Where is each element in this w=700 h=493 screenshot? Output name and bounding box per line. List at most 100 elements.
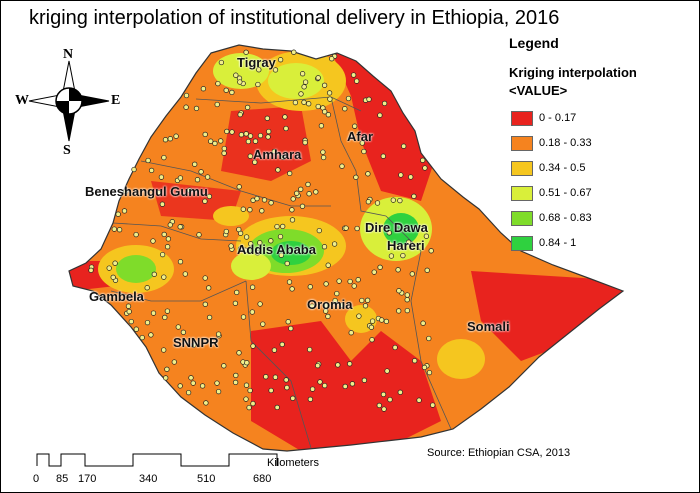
survey-point bbox=[144, 319, 151, 326]
survey-point bbox=[200, 86, 207, 92]
survey-point bbox=[233, 372, 239, 379]
survey-point bbox=[208, 138, 214, 144]
survey-point bbox=[329, 56, 335, 62]
survey-point bbox=[212, 140, 218, 147]
survey-point bbox=[162, 314, 168, 321]
survey-point bbox=[214, 380, 220, 386]
survey-point bbox=[359, 297, 365, 304]
survey-point bbox=[202, 275, 208, 281]
survey-point bbox=[165, 236, 172, 242]
survey-point bbox=[317, 379, 323, 385]
map-legend: Legend Kriging interpolation <VALUE> 0 -… bbox=[509, 35, 689, 256]
region-label-gambela: Gambela bbox=[89, 289, 144, 304]
survey-point bbox=[223, 87, 229, 93]
survey-point bbox=[245, 138, 252, 145]
boundary-benishangul bbox=[112, 222, 242, 242]
survey-point bbox=[398, 172, 404, 178]
survey-point bbox=[249, 309, 255, 315]
region-label-hareri: Hareri bbox=[387, 238, 425, 253]
survey-point bbox=[186, 187, 193, 193]
survey-point bbox=[257, 240, 263, 246]
survey-point bbox=[290, 395, 296, 401]
red-zone-somali bbox=[471, 271, 623, 361]
survey-point bbox=[233, 72, 239, 78]
survey-point bbox=[221, 150, 227, 156]
survey-point bbox=[122, 188, 129, 195]
survey-point bbox=[322, 382, 328, 389]
compass-e-label: E bbox=[111, 93, 121, 108]
survey-point bbox=[164, 244, 171, 250]
survey-point bbox=[229, 89, 235, 96]
survey-point bbox=[287, 170, 293, 177]
survey-point bbox=[278, 252, 284, 258]
survey-point bbox=[271, 148, 277, 155]
survey-point bbox=[247, 133, 254, 139]
survey-point bbox=[294, 190, 300, 196]
survey-point bbox=[237, 246, 244, 252]
survey-point bbox=[243, 396, 249, 402]
survey-point bbox=[298, 91, 304, 97]
survey-point bbox=[244, 104, 251, 111]
survey-point bbox=[158, 174, 165, 180]
legend-item: 0.18 - 0.33 bbox=[509, 131, 689, 155]
survey-point bbox=[421, 364, 428, 371]
survey-point bbox=[305, 181, 311, 188]
region-label-benishangul: Beneshangul Gumu bbox=[85, 184, 208, 199]
survey-point bbox=[302, 79, 309, 85]
survey-point bbox=[177, 224, 183, 230]
scale-tick-label: 170 bbox=[78, 473, 97, 485]
survey-point bbox=[361, 148, 367, 155]
survey-point bbox=[215, 331, 222, 337]
survey-point bbox=[351, 283, 357, 289]
survey-point bbox=[164, 308, 171, 314]
legend-item-label: 0.84 - 1 bbox=[539, 237, 577, 249]
survey-point bbox=[131, 166, 137, 173]
survey-point bbox=[202, 198, 208, 204]
legend-item-label: 0.51 - 0.67 bbox=[539, 187, 592, 199]
survey-point bbox=[428, 248, 434, 254]
survey-point bbox=[236, 350, 242, 356]
survey-point bbox=[339, 302, 345, 308]
survey-point bbox=[387, 396, 393, 403]
survey-point bbox=[106, 265, 112, 271]
survey-point bbox=[206, 314, 213, 321]
region-label-dire-dawa: Dire Dawa bbox=[365, 220, 428, 235]
survey-point bbox=[409, 271, 415, 277]
survey-point bbox=[345, 95, 352, 102]
survey-point bbox=[274, 404, 280, 411]
legend-swatch bbox=[511, 135, 533, 151]
survey-point bbox=[374, 200, 381, 206]
survey-point bbox=[284, 384, 290, 391]
survey-point bbox=[339, 163, 345, 169]
survey-point bbox=[183, 92, 190, 99]
survey-point bbox=[396, 288, 402, 294]
region-label-addis: Addis Ababa bbox=[237, 242, 316, 257]
legend-field: <VALUE> bbox=[509, 83, 568, 98]
survey-point bbox=[411, 193, 417, 199]
survey-point bbox=[334, 290, 340, 297]
survey-point bbox=[350, 72, 357, 78]
survey-point bbox=[224, 128, 230, 135]
survey-point bbox=[377, 264, 383, 270]
survey-point bbox=[279, 341, 285, 348]
survey-point bbox=[320, 149, 326, 155]
survey-point bbox=[422, 165, 428, 171]
survey-point bbox=[323, 308, 329, 314]
scale-tick-label: 680 bbox=[253, 473, 272, 485]
survey-point bbox=[381, 406, 387, 412]
scale-tick-label: 510 bbox=[197, 473, 216, 485]
survey-point bbox=[274, 223, 280, 230]
survey-point bbox=[266, 128, 272, 135]
survey-point bbox=[390, 197, 396, 203]
survey-point bbox=[323, 281, 329, 287]
red-zone-amhara bbox=[221, 106, 311, 181]
survey-point bbox=[261, 197, 268, 203]
survey-point bbox=[306, 191, 312, 197]
survey-points bbox=[88, 49, 436, 412]
boundary-tigray bbox=[195, 96, 362, 112]
survey-point bbox=[272, 67, 279, 73]
survey-point bbox=[182, 271, 188, 277]
survey-point bbox=[354, 78, 360, 84]
survey-point bbox=[218, 138, 224, 144]
survey-point bbox=[349, 381, 356, 387]
